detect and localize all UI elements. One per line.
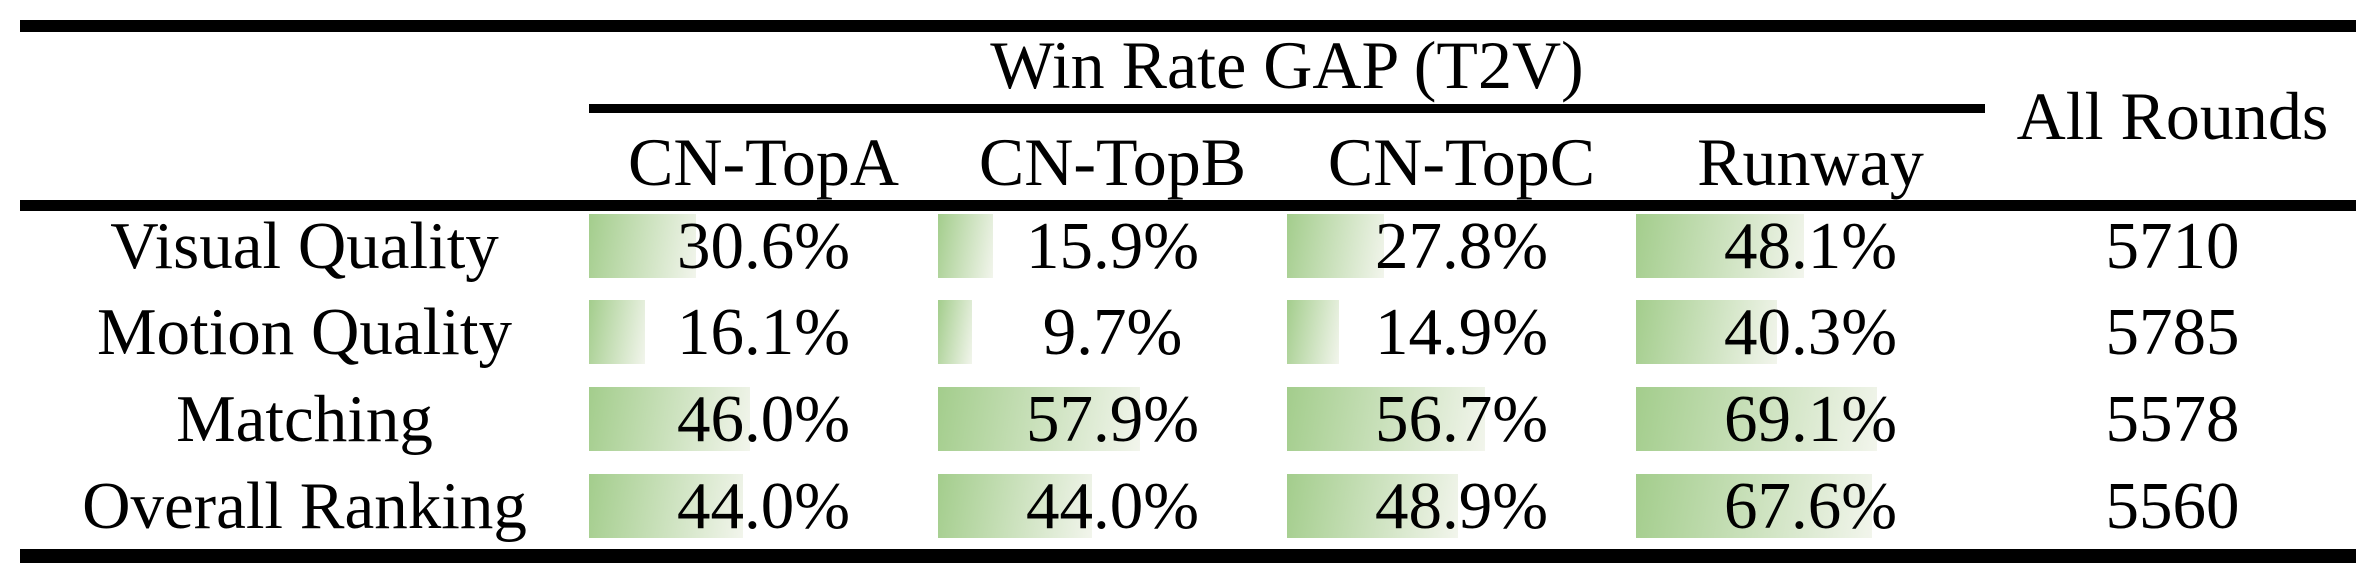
gap-value: 69.1% bbox=[1723, 382, 1898, 456]
gap-value: 40.3% bbox=[1723, 295, 1898, 369]
gap-value: 46.0% bbox=[676, 382, 851, 456]
gap-value: 44.0% bbox=[1025, 469, 1200, 543]
column-header-cn-topc: CN-TopC bbox=[1327, 124, 1596, 200]
row-label-visual-quality: Visual Quality bbox=[110, 209, 499, 283]
gap-cell: 30.6% bbox=[589, 204, 938, 288]
all-rounds-value: 5785 bbox=[2105, 295, 2240, 369]
table-row: Overall Ranking 44.0% 44.0% 48.9% 67.6% … bbox=[0, 464, 2376, 548]
gap-value: 15.9% bbox=[1025, 209, 1200, 283]
win-rate-bar bbox=[589, 387, 750, 451]
gap-value: 67.6% bbox=[1723, 469, 1898, 543]
gap-cell: 15.9% bbox=[938, 204, 1287, 288]
gap-value: 16.1% bbox=[676, 295, 851, 369]
win-rate-bar bbox=[938, 474, 1092, 538]
win-rate-bar bbox=[589, 300, 646, 364]
win-rate-bar bbox=[938, 214, 994, 278]
gap-cell: 44.0% bbox=[589, 464, 938, 548]
win-rate-bar bbox=[589, 214, 696, 278]
column-header-cn-topb: CN-TopB bbox=[978, 124, 1247, 200]
gap-cell: 40.3% bbox=[1636, 290, 1985, 374]
gap-cell: 44.0% bbox=[938, 464, 1287, 548]
gap-value: 30.6% bbox=[676, 209, 851, 283]
win-rate-bar bbox=[1636, 387, 1878, 451]
win-rate-bar bbox=[1287, 387, 1485, 451]
gap-cell: 48.1% bbox=[1636, 204, 1985, 288]
win-rate-bar bbox=[1636, 214, 1804, 278]
gap-cell: 16.1% bbox=[589, 290, 938, 374]
gap-cell: 27.8% bbox=[1287, 204, 1636, 288]
win-rate-bar bbox=[938, 300, 972, 364]
gap-value: 14.9% bbox=[1374, 295, 1549, 369]
group-header-underline bbox=[589, 104, 1985, 113]
gap-cell: 69.1% bbox=[1636, 377, 1985, 461]
gap-cell: 46.0% bbox=[589, 377, 938, 461]
column-header-runway: Runway bbox=[1697, 124, 1924, 200]
column-header-all-rounds: All Rounds bbox=[2016, 77, 2329, 154]
win-rate-bar bbox=[1636, 300, 1777, 364]
table-row: Motion Quality 16.1% 9.7% 14.9% 40.3% 57… bbox=[0, 290, 2376, 374]
all-rounds-value: 5710 bbox=[2105, 209, 2240, 283]
top-rule bbox=[20, 20, 2356, 32]
bottom-rule bbox=[20, 549, 2356, 563]
gap-cell: 14.9% bbox=[1287, 290, 1636, 374]
gap-value: 27.8% bbox=[1374, 209, 1549, 283]
gap-cell: 67.6% bbox=[1636, 464, 1985, 548]
win-rate-bar bbox=[589, 474, 743, 538]
gap-value: 48.9% bbox=[1374, 469, 1549, 543]
gap-value: 48.1% bbox=[1723, 209, 1898, 283]
gap-cell: 56.7% bbox=[1287, 377, 1636, 461]
gap-value: 44.0% bbox=[676, 469, 851, 543]
gap-value: 9.7% bbox=[1042, 295, 1183, 369]
gap-cell: 48.9% bbox=[1287, 464, 1636, 548]
row-label-matching: Matching bbox=[176, 382, 433, 456]
table-row: Matching 46.0% 57.9% 56.7% 69.1% 5578 bbox=[0, 377, 2376, 461]
gap-value: 56.7% bbox=[1374, 382, 1549, 456]
row-label-overall-ranking: Overall Ranking bbox=[82, 469, 527, 543]
all-rounds-value: 5578 bbox=[2105, 382, 2240, 456]
gap-cell: 57.9% bbox=[938, 377, 1287, 461]
table-row: Visual Quality 30.6% 15.9% 27.8% 48.1% 5… bbox=[0, 204, 2376, 288]
gap-cell: 9.7% bbox=[938, 290, 1287, 374]
win-rate-bar bbox=[1287, 214, 1385, 278]
win-rate-bar bbox=[1287, 300, 1339, 364]
win-rate-bar bbox=[938, 387, 1141, 451]
row-label-motion-quality: Motion Quality bbox=[96, 295, 513, 369]
win-rate-bar bbox=[1287, 474, 1458, 538]
header-body-rule bbox=[20, 200, 2356, 211]
column-header-cn-topa: CN-TopA bbox=[627, 124, 899, 200]
win-rate-bar bbox=[1636, 474, 1872, 538]
group-header-win-rate-gap: Win Rate GAP (T2V) bbox=[990, 27, 1584, 103]
gap-value: 57.9% bbox=[1025, 382, 1200, 456]
all-rounds-value: 5560 bbox=[2105, 469, 2240, 543]
